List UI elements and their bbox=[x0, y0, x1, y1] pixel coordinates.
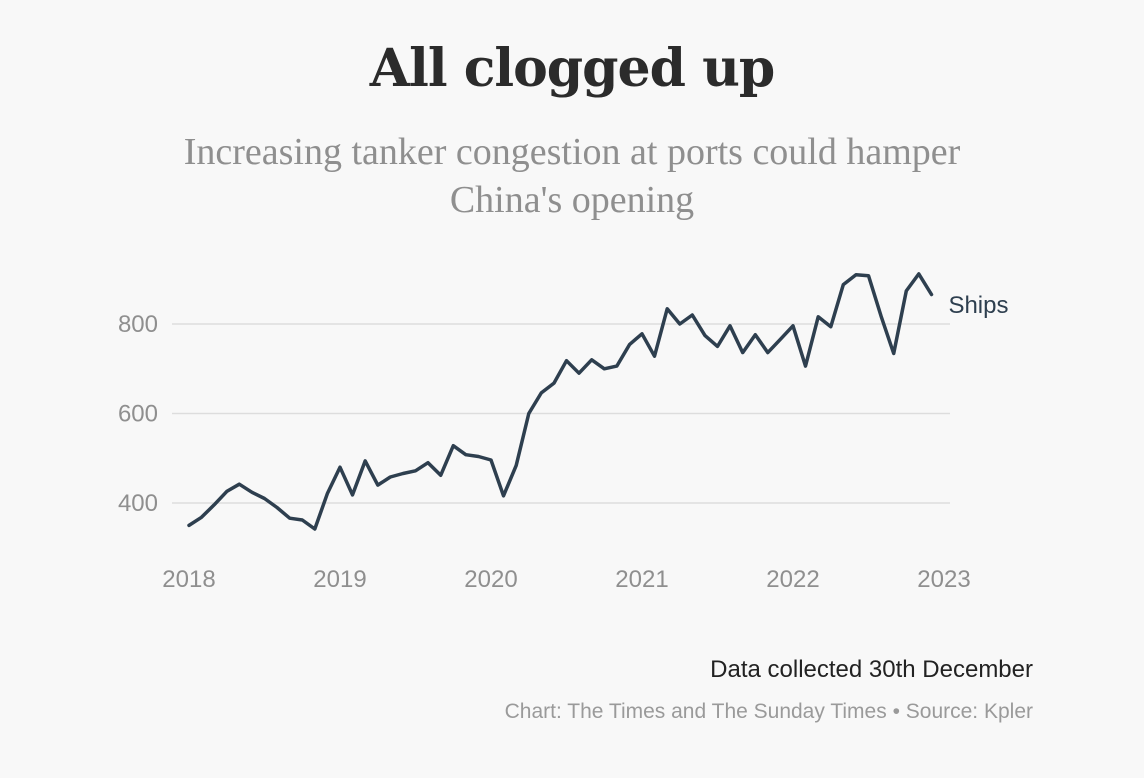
x-tick-label: 2023 bbox=[917, 566, 970, 593]
series-layer: Ships bbox=[187, 272, 1009, 531]
x-tick-label: 2020 bbox=[464, 566, 517, 593]
y-axis-labels: 400 600 800 bbox=[118, 311, 158, 517]
x-tick-label: 2019 bbox=[313, 566, 366, 593]
chart-title: All clogged up bbox=[369, 38, 776, 99]
series-label-ships: Ships bbox=[948, 292, 1008, 319]
chart-credit: Chart: The Times and The Sunday Times • … bbox=[505, 700, 1033, 724]
gridlines bbox=[172, 323, 950, 504]
y-tick-label: 600 bbox=[118, 401, 158, 428]
series-line-ships bbox=[187, 272, 934, 531]
data-collected-note: Data collected 30th December bbox=[710, 656, 1033, 683]
x-tick-label: 2018 bbox=[162, 566, 215, 593]
credit-separator: • bbox=[892, 700, 900, 723]
credit-source: Source: Kpler bbox=[905, 700, 1033, 723]
x-axis-labels: 2018 2019 2020 2021 2022 2023 bbox=[162, 566, 970, 593]
x-tick-label: 2021 bbox=[615, 566, 668, 593]
y-tick-label: 400 bbox=[118, 490, 158, 517]
credit-chart: Chart: The Times and The Sunday Times bbox=[504, 700, 887, 723]
chart-subtitle: Increasing tanker congestion at ports co… bbox=[183, 131, 961, 221]
x-tick-label: 2022 bbox=[766, 566, 819, 593]
y-tick-label: 800 bbox=[118, 311, 158, 338]
